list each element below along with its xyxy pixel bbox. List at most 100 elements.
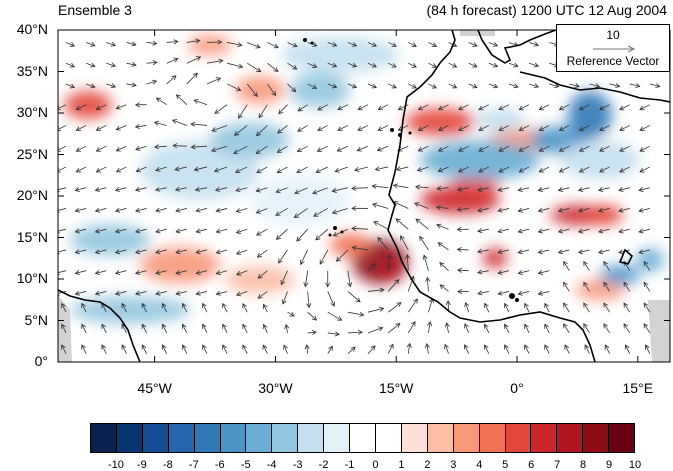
wind-vector: [629, 83, 641, 89]
wind-vector: [497, 186, 510, 192]
wind-vector: [257, 291, 268, 299]
wind-vector: [337, 125, 349, 131]
wind-vector: [400, 235, 409, 251]
lat-label: 35°N: [16, 62, 48, 79]
wind-vector: [371, 183, 389, 189]
wind-vector: [94, 207, 107, 213]
lon-label: 0°: [510, 380, 524, 396]
wind-vector: [456, 226, 469, 233]
wind-vector: [146, 79, 158, 85]
wind-vector: [564, 344, 570, 354]
wind-vector: [281, 291, 288, 305]
colorbar-label: 2: [424, 459, 431, 471]
wind-vector: [258, 104, 268, 119]
wind-vector: [293, 208, 308, 218]
wind-vector: [214, 104, 228, 114]
wind-vector: [623, 323, 631, 334]
wind-vector: [135, 145, 147, 151]
wind-vector: [155, 270, 167, 275]
wind-vector: [563, 260, 570, 271]
wind-vector: [319, 249, 329, 265]
wind-vector: [155, 290, 167, 296]
wind-vector: [425, 276, 431, 292]
wind-vector: [257, 270, 268, 279]
wind-vector: [95, 104, 107, 111]
wind-vector: [415, 184, 429, 190]
wind-vector: [235, 187, 248, 193]
lon-label: 15°W: [379, 380, 414, 396]
wind-vector: [598, 187, 610, 192]
lat-label: 40°N: [16, 21, 48, 37]
wind-vector: [146, 60, 158, 66]
wind-vector: [296, 166, 308, 174]
wind-vector: [327, 345, 333, 354]
wind-vector: [578, 104, 590, 111]
wind-vector: [171, 119, 187, 126]
wind-vector: [327, 331, 340, 337]
wind-vector: [598, 228, 610, 234]
wind-vector: [94, 228, 107, 234]
wind-vector: [115, 166, 127, 173]
wind-vector: [524, 344, 530, 354]
wind-vector: [357, 104, 369, 111]
wind-vector: [181, 302, 188, 313]
colorbar-label: 1: [398, 459, 405, 471]
right-title: (84 h forecast) 1200 UTC 12 Aug 2004: [426, 2, 667, 18]
wind-vector: [215, 228, 228, 234]
wind-vector: [287, 42, 298, 48]
wind-vector: [387, 278, 400, 292]
anomaly-patch: [376, 258, 404, 282]
wind-vector: [277, 125, 288, 134]
wind-vector: [577, 187, 590, 192]
wind-vector: [558, 145, 570, 152]
wind-vector: [618, 187, 630, 192]
wind-vector: [283, 344, 288, 354]
wind-vector: [351, 205, 369, 211]
wind-vector: [619, 104, 630, 111]
wind-vector: [497, 249, 510, 255]
colorbar-box: [298, 424, 325, 452]
wind-vector: [538, 125, 550, 131]
wind-vector: [61, 323, 67, 334]
lat-label: 0°: [34, 353, 48, 369]
wind-vector: [544, 302, 550, 313]
anomaly-patch: [290, 72, 350, 108]
wind-vector: [407, 321, 416, 334]
wind-vector: [317, 104, 328, 111]
wind-vector: [437, 125, 449, 131]
wind-vector: [417, 125, 429, 131]
wind-vector: [477, 269, 489, 275]
colorbar-box: [505, 424, 532, 452]
wind-vector: [247, 62, 262, 73]
wind-vector: [437, 104, 449, 111]
wind-vector: [427, 321, 433, 334]
wind-vector: [578, 166, 590, 173]
wind-vector: [75, 125, 87, 131]
wind-vector: [74, 228, 87, 234]
wind-vector: [464, 323, 470, 334]
wind-vector: [504, 302, 510, 313]
lat-label: 5°N: [24, 311, 49, 328]
europe-coastline: [477, 30, 557, 64]
anomaly-patch: [405, 108, 475, 136]
wind-vector: [347, 270, 353, 288]
wind-vector: [287, 83, 297, 93]
wind-vector: [115, 125, 127, 131]
wind-vector: [589, 83, 601, 89]
wind-vector: [477, 248, 489, 254]
wind-vector: [458, 145, 469, 152]
wind-vector: [623, 302, 631, 313]
colorbar-box: [375, 424, 402, 452]
wind-vector: [544, 344, 550, 354]
wind-vector: [75, 104, 87, 111]
wind-vector: [325, 270, 331, 288]
wind-vector: [563, 281, 570, 292]
wind-vector: [583, 302, 590, 313]
wind-vector: [206, 39, 223, 45]
wind-vector: [392, 183, 409, 189]
wind-vector: [242, 303, 248, 313]
colorbar-box: [583, 424, 610, 452]
colorbar-label: 10: [628, 459, 642, 471]
reference-vector-arrow: [593, 45, 636, 53]
wind-vector: [86, 42, 96, 47]
